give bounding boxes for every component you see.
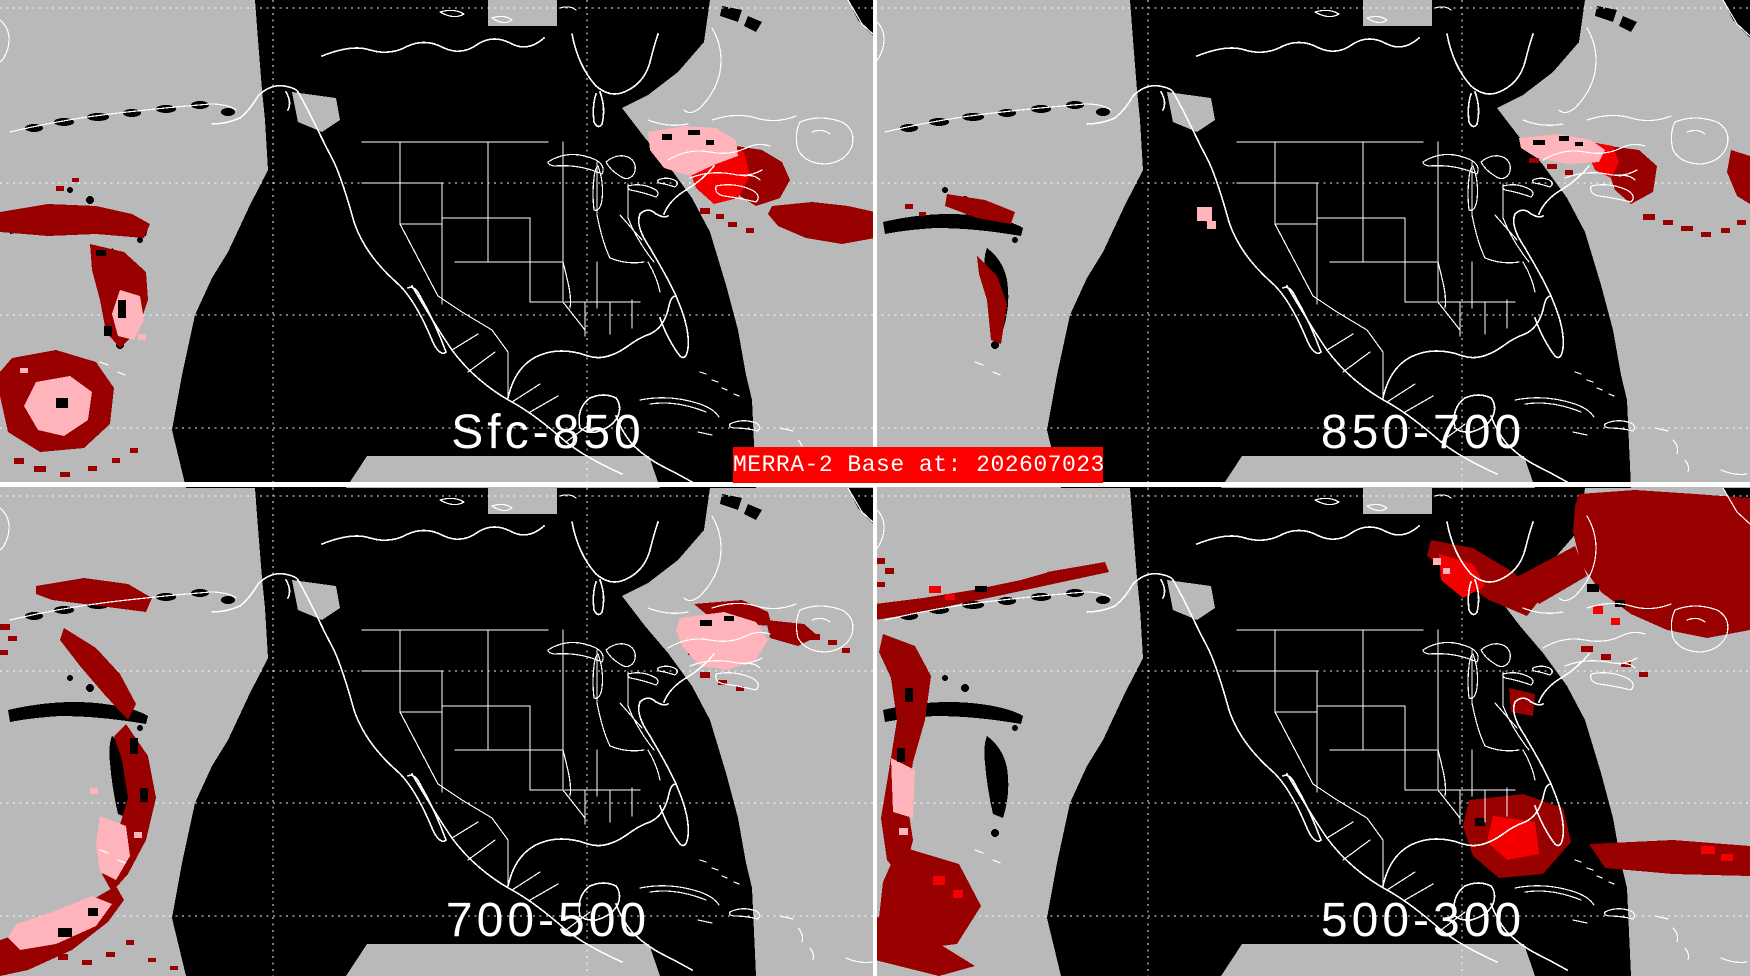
- panel-label-sfc-850: Sfc-850: [451, 406, 644, 459]
- panel-500-300: 500-300: [875, 488, 1750, 976]
- horizontal-panel-divider: [0, 482, 1750, 487]
- panel-label-700-500: 700-500: [446, 894, 650, 947]
- vertical-panel-divider: [873, 0, 877, 976]
- panel-label-850-700: 850-700: [1321, 406, 1525, 459]
- panel-700-500: 700-500: [0, 488, 875, 976]
- panel-sfc-850: Sfc-850: [0, 0, 875, 488]
- panel-label-500-300: 500-300: [1321, 894, 1525, 947]
- panel-850-700: 850-700: [875, 0, 1750, 488]
- base-time-banner: MERRA-2 Base at: 202607023: [733, 447, 1104, 483]
